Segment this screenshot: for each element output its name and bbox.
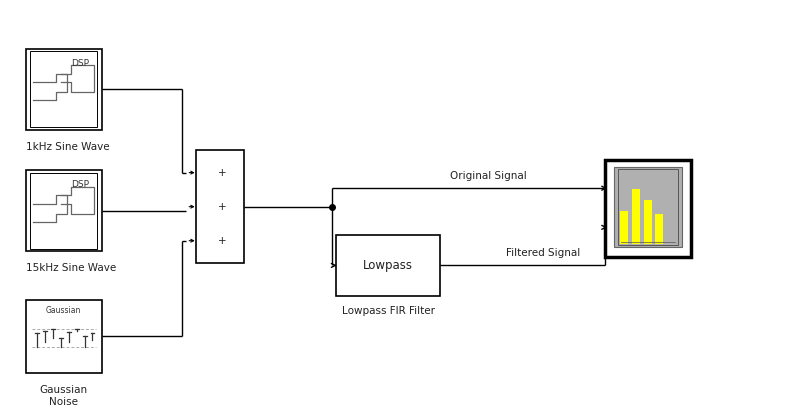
Bar <box>26 170 102 251</box>
Bar <box>336 235 440 296</box>
Bar <box>644 200 652 244</box>
Text: 1kHz Sine Wave: 1kHz Sine Wave <box>26 142 110 152</box>
Text: Gaussian
Noise: Gaussian Noise <box>39 385 88 406</box>
Text: +: + <box>218 236 226 246</box>
Text: +: + <box>218 168 226 178</box>
Bar <box>605 160 691 257</box>
Bar <box>632 189 640 244</box>
Bar <box>654 215 663 244</box>
Text: Lowpass FIR Filter: Lowpass FIR Filter <box>342 306 434 316</box>
Bar <box>26 48 102 130</box>
Text: Filtered Signal: Filtered Signal <box>506 248 581 258</box>
Text: DSP: DSP <box>71 59 90 68</box>
Text: DSP: DSP <box>71 180 90 189</box>
Bar <box>620 211 629 244</box>
Bar <box>196 150 244 263</box>
Text: +: + <box>218 202 226 212</box>
Bar <box>30 51 97 127</box>
Text: Gaussian: Gaussian <box>46 306 82 315</box>
Text: Lowpass: Lowpass <box>363 259 413 272</box>
Bar <box>618 169 678 245</box>
Bar <box>26 300 102 373</box>
Text: 15kHz Sine Wave: 15kHz Sine Wave <box>26 263 116 273</box>
Bar <box>30 173 97 249</box>
Bar <box>614 167 682 247</box>
Text: Original Signal: Original Signal <box>450 171 527 181</box>
